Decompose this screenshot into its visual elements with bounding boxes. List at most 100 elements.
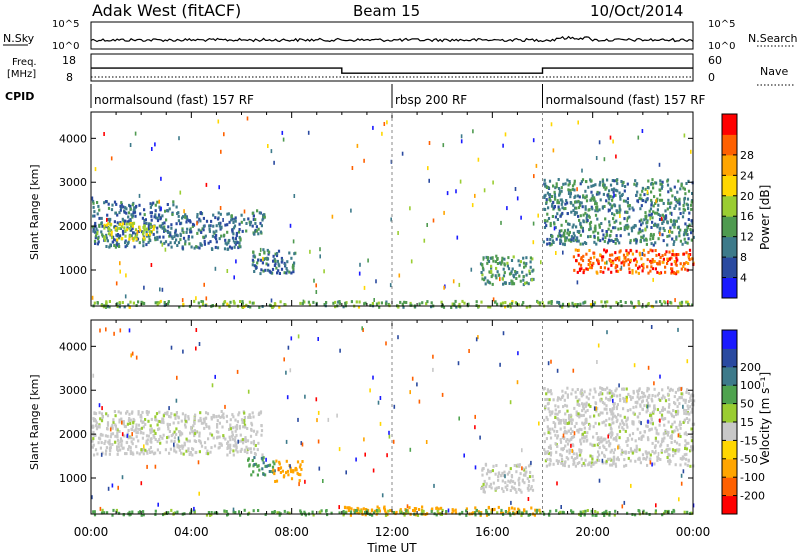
scatter-cell xyxy=(278,460,281,464)
scatter-cell xyxy=(141,216,144,220)
scatter-cell xyxy=(187,417,190,421)
scatter-cell xyxy=(582,413,585,417)
scatter-cell xyxy=(687,420,690,424)
scatter-cell xyxy=(123,222,126,226)
scatter-cell xyxy=(502,143,504,148)
scatter-cell xyxy=(614,193,617,197)
scatter-cell xyxy=(260,268,263,272)
scatter-cell xyxy=(565,199,568,202)
scatter-cell xyxy=(631,432,635,436)
scatter-cell xyxy=(373,509,377,513)
scatter-cell xyxy=(512,282,516,286)
scatter-cell xyxy=(647,179,650,183)
scatter-cell xyxy=(119,222,122,226)
scatter-cell xyxy=(686,226,689,230)
scatter-cell xyxy=(520,513,523,517)
scatter-cell xyxy=(140,450,143,454)
scatter-cell xyxy=(501,256,504,260)
scatter-cell xyxy=(199,219,202,223)
scatter-cell xyxy=(488,270,491,274)
scatter-cell xyxy=(517,478,520,482)
scatter-cell xyxy=(595,192,599,196)
scatter-cell xyxy=(423,238,426,243)
scatter-cell xyxy=(293,252,296,256)
scatter-cell xyxy=(210,247,214,251)
scatter-cell xyxy=(142,425,145,429)
scatter-cell xyxy=(193,509,196,513)
scatter-cell xyxy=(173,241,176,245)
scatter-cell xyxy=(618,425,621,429)
scatter-cell xyxy=(189,451,192,454)
scatter-cell xyxy=(484,463,488,467)
scatter-cell xyxy=(178,136,180,141)
scatter-cell xyxy=(622,199,626,203)
scatter-cell xyxy=(530,485,533,489)
scatter-cell xyxy=(214,216,217,220)
scatter-cell xyxy=(650,242,653,246)
scatter-cell xyxy=(667,386,670,390)
scatter-cell xyxy=(653,387,656,391)
scatter-cell xyxy=(596,458,599,462)
scatter-cell xyxy=(652,237,655,240)
scatter-cell xyxy=(105,327,107,332)
scatter-cell xyxy=(584,211,587,215)
scatter-cell xyxy=(519,279,522,283)
scatter-cell xyxy=(624,199,627,203)
scatter-cell xyxy=(679,457,682,461)
scatter-cell xyxy=(658,218,662,221)
scatter-cell xyxy=(609,202,612,206)
scatter-cell xyxy=(91,495,93,500)
scatter-cell xyxy=(657,391,661,395)
scatter-cell xyxy=(372,125,374,130)
scatter-cell xyxy=(670,262,673,266)
scatter-cell xyxy=(138,193,141,198)
scatter-cell xyxy=(597,262,600,266)
scatter-cell xyxy=(548,463,551,467)
scatter-cell xyxy=(319,510,322,514)
scatter-cell xyxy=(254,452,257,456)
scatter-cell xyxy=(130,427,133,431)
scatter-cell xyxy=(679,228,682,232)
scatter-cell xyxy=(222,412,225,416)
scatter-cell xyxy=(610,412,613,416)
scatter-cell xyxy=(173,440,176,443)
scatter-cell xyxy=(162,433,165,437)
scatter-cell xyxy=(549,446,552,450)
scatter-cell xyxy=(425,302,428,306)
scatter-cell xyxy=(94,412,98,416)
velocity-colorbar-tick-label: -200 xyxy=(740,490,765,503)
scatter-cell xyxy=(161,242,164,247)
scatter-cell xyxy=(116,431,119,435)
scatter-cell xyxy=(289,464,291,469)
scatter-cell xyxy=(569,201,572,204)
scatter-cell xyxy=(690,207,693,211)
scatter-cell xyxy=(691,221,694,225)
scatter-cell xyxy=(175,205,178,209)
scatter-cell xyxy=(588,228,591,232)
scatter-cell xyxy=(113,220,116,224)
scatter-cell xyxy=(496,262,499,265)
scatter-cell xyxy=(173,436,176,440)
scatter-cell xyxy=(494,487,497,491)
scatter-cell xyxy=(684,462,687,466)
scatter-cell xyxy=(454,511,458,515)
scatter-cell xyxy=(671,223,674,227)
scatter-cell xyxy=(569,437,572,441)
scatter-cell xyxy=(490,511,493,515)
scatter-cell xyxy=(175,398,178,403)
scatter-cell xyxy=(663,431,666,435)
scatter-cell xyxy=(217,414,220,418)
scatter-cell xyxy=(644,227,647,232)
scatter-cell xyxy=(414,513,417,517)
scatter-cell xyxy=(197,301,200,305)
scatter-cell xyxy=(680,387,683,392)
scatter-cell xyxy=(636,427,639,431)
scatter-cell xyxy=(685,251,688,255)
scatter-cell xyxy=(355,457,357,462)
scatter-cell xyxy=(677,225,680,229)
scatter-cell xyxy=(510,259,514,262)
scatter-cell xyxy=(687,407,690,411)
scatter-cell xyxy=(556,430,559,433)
scatter-cell xyxy=(668,257,671,261)
scatter-cell xyxy=(611,179,614,182)
